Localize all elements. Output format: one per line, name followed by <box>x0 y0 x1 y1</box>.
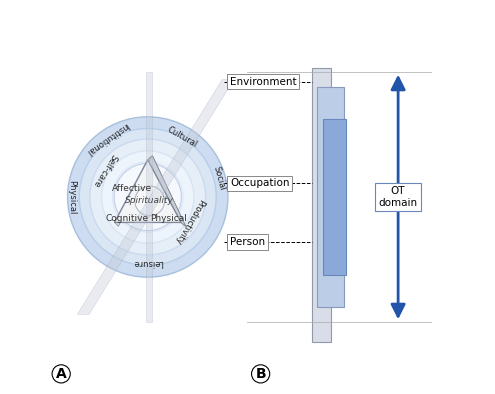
Text: A: A <box>56 367 66 381</box>
Text: Physical: Physical <box>67 180 76 214</box>
Circle shape <box>67 117 228 277</box>
FancyBboxPatch shape <box>323 119 346 275</box>
Text: Cultural: Cultural <box>166 125 199 149</box>
Text: Physical: Physical <box>149 214 187 223</box>
Polygon shape <box>148 156 186 226</box>
Text: B: B <box>255 367 266 381</box>
Circle shape <box>90 139 205 255</box>
Text: Spirituality: Spirituality <box>125 197 174 205</box>
Text: Person: Person <box>230 237 265 247</box>
Text: Affective: Affective <box>112 184 152 193</box>
FancyBboxPatch shape <box>312 68 331 342</box>
Circle shape <box>112 162 183 232</box>
FancyBboxPatch shape <box>317 87 344 307</box>
Text: Productivity: Productivity <box>172 197 206 245</box>
Text: OT
domain: OT domain <box>379 186 418 208</box>
Text: Occupation: Occupation <box>230 178 290 188</box>
Polygon shape <box>146 72 152 322</box>
Polygon shape <box>77 80 234 314</box>
Text: Institutional: Institutional <box>84 121 130 157</box>
Circle shape <box>79 128 216 266</box>
Text: Self-care: Self-care <box>91 152 118 188</box>
Circle shape <box>135 186 164 216</box>
Polygon shape <box>114 156 151 226</box>
Text: Cognitive: Cognitive <box>106 214 149 223</box>
Text: Environment: Environment <box>230 76 297 87</box>
Text: Leisure: Leisure <box>133 258 163 267</box>
Text: Social: Social <box>211 165 226 191</box>
Circle shape <box>101 151 194 243</box>
Circle shape <box>114 164 181 230</box>
Polygon shape <box>148 156 186 226</box>
Polygon shape <box>114 160 181 223</box>
